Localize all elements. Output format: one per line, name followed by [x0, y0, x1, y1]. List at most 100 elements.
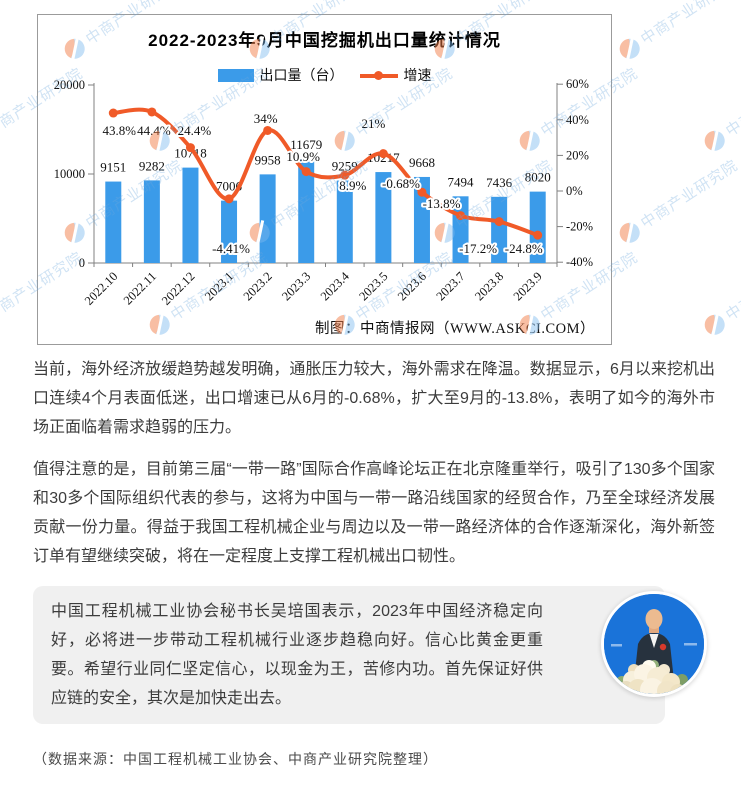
paragraph-2: 值得注意的是，目前第三届“一带一路”国际合作高峰论坛正在北京隆重举行，吸引了13…	[33, 461, 715, 565]
x-axis-label: 2022.12	[159, 269, 198, 308]
watermark-text: 中商产业研究院	[637, 156, 741, 233]
bar	[375, 172, 392, 263]
x-axis-label: 2023.7	[433, 269, 467, 303]
growth-value-label: 21%	[361, 116, 385, 131]
right-axis-tick-label: -20%	[566, 220, 593, 234]
watermark-text: 中商产业研究院	[722, 248, 741, 325]
watermark: 中商产业研究院	[700, 246, 741, 339]
bar	[336, 180, 353, 263]
x-axis-label: 2023.1	[202, 269, 236, 303]
growth-value-label: 8.9%	[339, 178, 366, 193]
chart-legend: 出口量（台） 增速	[38, 65, 611, 85]
line-legend-dot	[373, 70, 383, 80]
right-axis-tick-label: 60%	[566, 77, 589, 91]
growth-dot	[224, 194, 234, 204]
chart-region: 2022-2023年9月中国挖掘机出口量统计情况 出口量（台） 增速 0 1000…	[0, 0, 741, 345]
x-axis-label: 2023.9	[511, 269, 545, 303]
watermark-logo-icon	[615, 34, 644, 63]
watermark-logo-icon	[700, 126, 729, 155]
growth-value-label: -24.8%	[505, 241, 543, 256]
bar-value-label: 8020	[525, 170, 551, 185]
bar-legend-swatch	[217, 68, 254, 82]
bar	[259, 174, 276, 263]
growth-dot	[417, 187, 427, 197]
bar-value-label: 11679	[290, 137, 322, 152]
bar	[221, 200, 238, 263]
photo-banner-text	[611, 644, 622, 647]
right-axis-tick-label: -40%	[566, 255, 593, 269]
paragraph-1: 当前，海外经济放缓趋势越发明确，通胀压力较大，海外需求在降温。数据显示，6月以来…	[33, 361, 715, 436]
speaker-photo-image	[604, 594, 704, 694]
legend-label-line: 增速	[403, 67, 432, 83]
watermark-text: 中商产业研究院	[722, 64, 741, 141]
growth-value-label: -0.68%	[382, 176, 420, 191]
growth-value-label: 24.4%	[178, 123, 212, 138]
bar-value-label: 7494	[448, 174, 475, 189]
bar	[529, 191, 546, 263]
right-axis-tick-label: 20%	[566, 148, 589, 162]
bar	[298, 159, 315, 263]
bar-value-label: 9668	[409, 155, 435, 170]
speaker-photo	[601, 591, 707, 697]
growth-dot	[494, 217, 504, 227]
bar-value-label: 7436	[486, 175, 513, 190]
flower-bouquet	[616, 660, 688, 694]
growth-dot	[185, 143, 195, 153]
right-axis-tick-label: 40%	[566, 113, 589, 127]
growth-dot	[533, 230, 543, 240]
excavator-export-chart: 2022-2023年9月中国挖掘机出口量统计情况 出口量（台） 增速 0 1000…	[37, 14, 612, 345]
legend-item-line: 增速	[359, 65, 432, 85]
x-axis-label: 2022.10	[82, 269, 121, 308]
watermark: 中商产业研究院	[615, 154, 741, 247]
quote-text: 中国工程机械工业协会秘书长吴培国表示，2023年中国经济稳定向好，必将进一步带动…	[51, 603, 543, 707]
x-axis-label: 2023.2	[241, 269, 275, 303]
left-axis-tick-label: 10000	[54, 167, 85, 181]
legend-label-bars: 出口量（台）	[259, 67, 344, 83]
legend-item-bars: 出口量（台）	[217, 65, 344, 85]
x-axis-label: 2023.4	[318, 269, 353, 304]
data-source-note: （数据来源：中国工程机械工业协会、中商产业研究院整理）	[33, 751, 438, 767]
growth-value-label: 10.9%	[286, 149, 320, 164]
watermark: 中商产业研究院	[700, 62, 741, 155]
x-axis-label: 2023.8	[472, 269, 506, 303]
growth-value-label: -4.41%	[212, 241, 250, 256]
growth-dot	[340, 170, 350, 180]
growth-value-label: 34%	[254, 111, 278, 126]
bar-value-label: 9958	[255, 152, 281, 167]
growth-value-label: 43.8%	[102, 123, 136, 138]
bar	[413, 176, 430, 263]
watermark: 中商产业研究院	[615, 0, 741, 63]
x-axis-label: 2022.11	[121, 269, 159, 307]
bar	[182, 167, 199, 263]
line-legend-swatch	[359, 70, 398, 80]
growth-value-label: -13.8%	[423, 196, 461, 211]
bar	[143, 180, 160, 263]
photo-banner-text	[684, 643, 697, 646]
growth-value-label: 44.4%	[137, 123, 171, 138]
bar	[105, 181, 122, 263]
x-axis-label: 2023.5	[356, 269, 390, 303]
x-axis-label: 2023.3	[279, 269, 313, 303]
quote-box: 中国工程机械工业协会秘书长吴培国表示，2023年中国经济稳定向好，必将进一步带动…	[33, 586, 707, 724]
growth-value-label: -17.2%	[459, 241, 497, 256]
watermark-logo-icon	[700, 310, 729, 339]
bar	[491, 196, 508, 263]
x-axis-label: 2023.6	[395, 269, 429, 303]
growth-dot	[456, 211, 466, 221]
growth-dot	[108, 108, 118, 118]
bar-value-label: 9282	[139, 158, 165, 173]
watermark-logo-icon	[615, 218, 644, 247]
watermark-text: 中商产业研究院	[637, 0, 741, 49]
growth-dot	[263, 125, 273, 135]
chart-title: 2022-2023年9月中国挖掘机出口量统计情况	[148, 31, 501, 50]
growth-dot	[378, 149, 388, 159]
growth-dot	[147, 107, 157, 117]
left-axis-tick-label: 0	[79, 256, 85, 270]
growth-dot	[301, 167, 311, 177]
bar-value-label: 9151	[100, 160, 126, 175]
right-axis-tick-label: 0%	[566, 184, 583, 198]
left-axis-tick-label: 20000	[54, 78, 85, 92]
chart-credit: 制图：中商情报网（WWW.ASKCI.COM）	[314, 321, 595, 337]
